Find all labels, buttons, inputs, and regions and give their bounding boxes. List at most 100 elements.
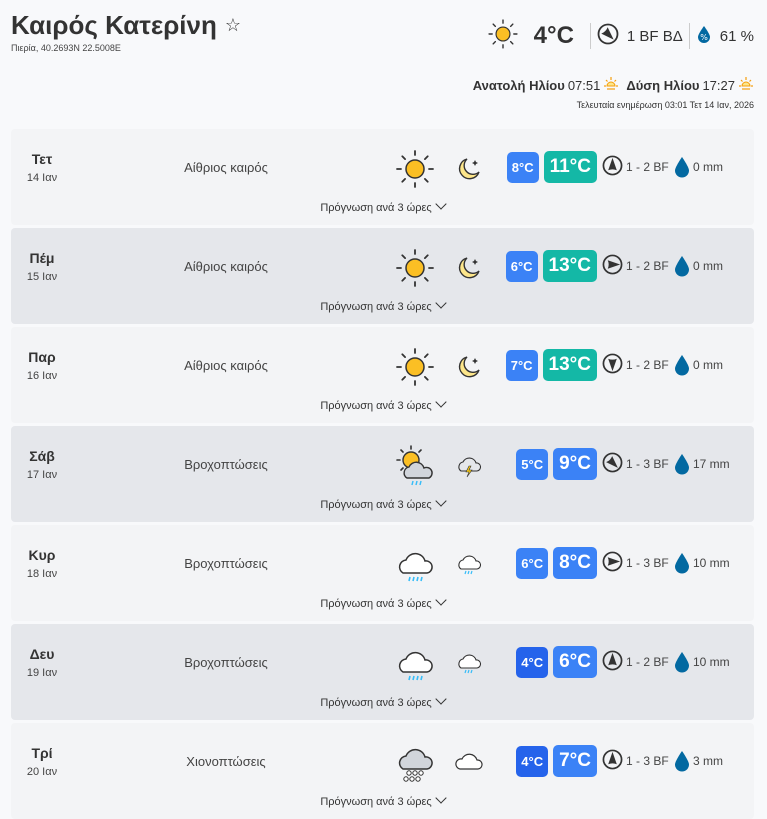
wind-text: 1 - 3 BF bbox=[626, 556, 669, 570]
chevron-down-icon[interactable] bbox=[435, 693, 447, 705]
forecast-3h-toggle[interactable]: Πρόγνωση ανά 3 ώρες bbox=[11, 495, 754, 511]
city-title: Καιρός Κατερίνη bbox=[11, 10, 217, 40]
cloud-thunder-icon bbox=[454, 451, 484, 481]
day-name: Πέμ bbox=[29, 250, 55, 266]
forecast-3h-toggle[interactable]: Πρόγνωση ανά 3 ώρες bbox=[11, 198, 754, 214]
forecast-3h-toggle[interactable]: Πρόγνωση ανά 3 ώρες bbox=[11, 594, 754, 610]
moon-icon bbox=[454, 352, 484, 382]
wind-text: 1 - 2 BF bbox=[626, 160, 669, 174]
cloud-rain-icon bbox=[393, 543, 437, 587]
chevron-down-icon[interactable] bbox=[435, 792, 447, 804]
cloud-rain-small-icon bbox=[454, 649, 484, 679]
wind-direction-icon bbox=[602, 254, 626, 278]
sunrise-label: Ανατολή Ηλίου bbox=[472, 78, 565, 93]
max-temp-badge: 9°C bbox=[553, 448, 597, 480]
forecast-3h-label[interactable]: Πρόγνωση ανά 3 ώρες bbox=[320, 697, 432, 709]
wind-info: 1 - 2 BF bbox=[602, 155, 674, 179]
rain-drop-icon bbox=[674, 651, 690, 673]
rain-info: 0 mm bbox=[674, 255, 736, 277]
sunrise-time: 07:51 bbox=[567, 78, 601, 93]
chevron-down-icon[interactable] bbox=[435, 297, 447, 309]
forecast-3h-label[interactable]: Πρόγνωση ανά 3 ώρες bbox=[320, 499, 432, 511]
max-temp-badge: 6°C bbox=[553, 646, 597, 678]
min-temp-badge: 6°C bbox=[516, 547, 549, 579]
day-name: Παρ bbox=[28, 349, 56, 365]
rain-text: 3 mm bbox=[693, 754, 723, 768]
rain-drop-icon bbox=[674, 354, 690, 376]
sun-cloud-rain-icon bbox=[393, 444, 437, 488]
page-title: Καιρός Κατερίνη ☆ bbox=[11, 10, 241, 41]
forecast-3h-label[interactable]: Πρόγνωση ανά 3 ώρες bbox=[320, 598, 432, 610]
forecast-3h-label[interactable]: Πρόγνωση ανά 3 ώρες bbox=[320, 202, 432, 214]
sunset-label: Δύση Ηλίου bbox=[626, 78, 700, 93]
day-forecast-row[interactable]: Δευ 19 Ιαν Βροχοπτώσεις 4°C 6°C 1 - 2 BF… bbox=[11, 624, 754, 720]
current-humidity: 61 % bbox=[719, 27, 754, 45]
day-date: 15 Ιαν bbox=[26, 271, 58, 283]
rain-drop-icon bbox=[674, 453, 690, 475]
forecast-3h-toggle[interactable]: Πρόγνωση ανά 3 ώρες bbox=[11, 792, 754, 808]
forecast-3h-label[interactable]: Πρόγνωση ανά 3 ώρες bbox=[320, 301, 432, 313]
day-date: 19 Ιαν bbox=[26, 667, 58, 679]
sunset-icon bbox=[738, 76, 754, 95]
wind-info: 1 - 3 BF bbox=[602, 452, 674, 476]
rain-info: 3 mm bbox=[674, 750, 736, 772]
day-forecast-row[interactable]: Κυρ 18 Ιαν Βροχοπτώσεις 6°C 8°C 1 - 3 BF… bbox=[11, 525, 754, 621]
divider bbox=[589, 23, 591, 49]
chevron-down-icon[interactable] bbox=[435, 594, 447, 606]
wind-text: 1 - 2 BF bbox=[626, 358, 669, 372]
rain-drop-icon bbox=[674, 552, 690, 574]
condition-text: Αίθριος καιρός bbox=[184, 160, 268, 175]
current-wind: 1 BF ΒΔ bbox=[626, 27, 683, 45]
humidity-icon: % bbox=[696, 25, 712, 48]
max-temp-badge: 8°C bbox=[553, 547, 597, 579]
wind-info: 1 - 2 BF bbox=[602, 254, 674, 278]
wind-direction-icon bbox=[602, 650, 626, 674]
chevron-down-icon[interactable] bbox=[435, 396, 447, 408]
day-date: 20 Ιαν bbox=[26, 766, 58, 778]
rain-text: 0 mm bbox=[693, 160, 723, 174]
rain-drop-icon bbox=[674, 750, 690, 772]
wind-text: 1 - 3 BF bbox=[626, 754, 669, 768]
cloud-rain-small-icon bbox=[454, 550, 484, 580]
day-date: 18 Ιαν bbox=[26, 568, 58, 580]
min-temp-badge: 5°C bbox=[516, 448, 549, 480]
forecast-3h-label[interactable]: Πρόγνωση ανά 3 ώρες bbox=[320, 400, 432, 412]
divider bbox=[688, 23, 690, 49]
condition-text: Βροχοπτώσεις bbox=[184, 655, 268, 670]
current-temp: 4°C bbox=[533, 22, 574, 49]
forecast-3h-toggle[interactable]: Πρόγνωση ανά 3 ώρες bbox=[11, 693, 754, 709]
cloud-rain-icon bbox=[393, 642, 437, 686]
chevron-down-icon[interactable] bbox=[435, 198, 447, 210]
wind-direction-icon bbox=[602, 749, 626, 773]
day-forecast-row[interactable]: Πέμ 15 Ιαν Αίθριος καιρός 6°C 13°C 1 - 2… bbox=[11, 228, 754, 324]
day-forecast-row[interactable]: Παρ 16 Ιαν Αίθριος καιρός 7°C 13°C 1 - 2… bbox=[11, 327, 754, 423]
max-temp-badge: 7°C bbox=[553, 745, 597, 777]
svg-text:%: % bbox=[700, 33, 708, 42]
star-outline-icon[interactable]: ☆ bbox=[224, 15, 241, 35]
min-temp-badge: 4°C bbox=[516, 745, 549, 777]
wind-text: 1 - 3 BF bbox=[626, 457, 669, 471]
rain-drop-icon bbox=[674, 255, 690, 277]
sunrise-icon bbox=[603, 76, 619, 95]
day-name: Τετ bbox=[31, 151, 53, 167]
forecast-3h-toggle[interactable]: Πρόγνωση ανά 3 ώρες bbox=[11, 297, 754, 313]
wind-info: 1 - 2 BF bbox=[602, 650, 674, 674]
day-forecast-row[interactable]: Σάβ 17 Ιαν Βροχοπτώσεις 5°C 9°C 1 - 3 BF… bbox=[11, 426, 754, 522]
forecast-3h-toggle[interactable]: Πρόγνωση ανά 3 ώρες bbox=[11, 396, 754, 412]
wind-text: 1 - 2 BF bbox=[626, 259, 669, 273]
max-temp-badge: 13°C bbox=[542, 250, 597, 282]
forecast-3h-label[interactable]: Πρόγνωση ανά 3 ώρες bbox=[320, 796, 432, 808]
sun-icon bbox=[393, 147, 437, 191]
condition-text: Βροχοπτώσεις bbox=[184, 556, 268, 571]
wind-info: 1 - 3 BF bbox=[602, 749, 674, 773]
wind-direction-icon bbox=[602, 155, 626, 179]
rain-info: 10 mm bbox=[674, 651, 736, 673]
rain-info: 0 mm bbox=[674, 156, 736, 178]
day-forecast-row[interactable]: Τετ 14 Ιαν Αίθριος καιρός 8°C 11°C 1 - 2… bbox=[11, 129, 754, 225]
min-temp-badge: 7°C bbox=[505, 349, 538, 381]
sun-times: Ανατολή Ηλίου 07:51 Δύση Ηλίου 17:27 bbox=[469, 76, 754, 95]
chevron-down-icon[interactable] bbox=[435, 495, 447, 507]
condition-text: Χιονοπτώσεις bbox=[186, 754, 266, 769]
cloud-icon bbox=[454, 748, 484, 778]
day-forecast-row[interactable]: Τρί 20 Ιαν Χιονοπτώσεις 4°C 7°C 1 - 3 BF… bbox=[11, 723, 754, 819]
